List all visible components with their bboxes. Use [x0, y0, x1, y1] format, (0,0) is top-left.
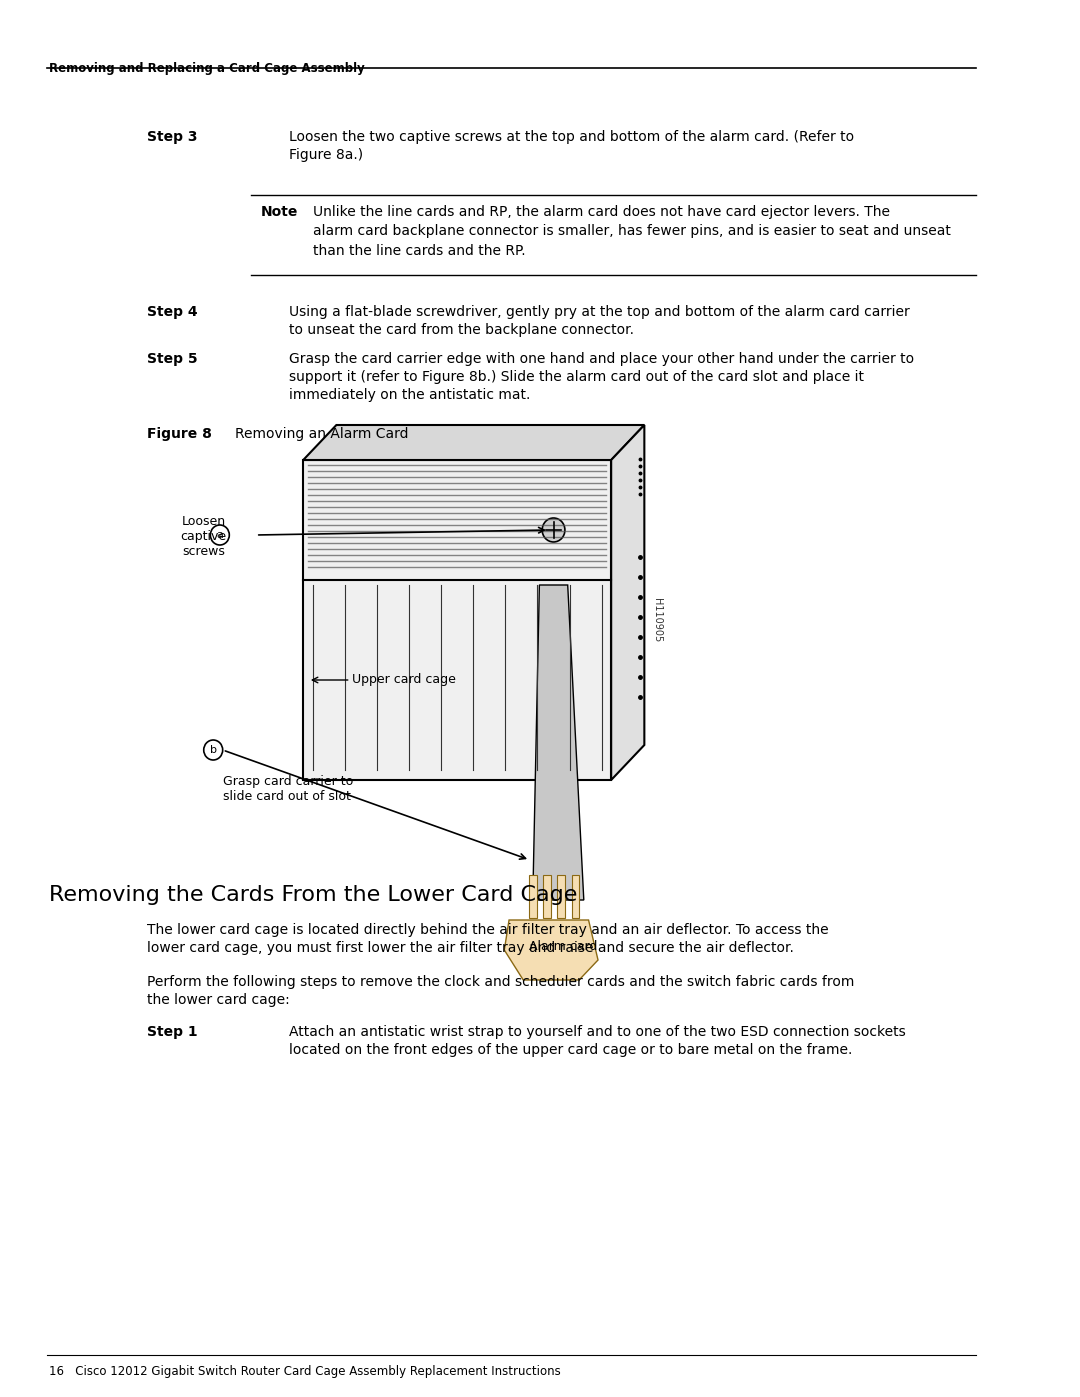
Text: b: b: [210, 745, 217, 754]
Text: Loosen the two captive screws at the top and bottom of the alarm card. (Refer to: Loosen the two captive screws at the top…: [289, 130, 854, 144]
Text: located on the front edges of the upper card cage or to bare metal on the frame.: located on the front edges of the upper …: [289, 1044, 852, 1058]
Text: Grasp card carrier to
slide card out of slot: Grasp card carrier to slide card out of …: [222, 775, 353, 803]
Text: The lower card cage is located directly behind the air filter tray and an air de: The lower card cage is located directly …: [147, 923, 828, 937]
Polygon shape: [529, 875, 537, 918]
Text: Step 4: Step 4: [147, 305, 198, 319]
Text: Removing an Alarm Card: Removing an Alarm Card: [235, 427, 408, 441]
Text: Grasp the card carrier edge with one hand and place your other hand under the ca: Grasp the card carrier edge with one han…: [289, 352, 914, 366]
Text: Figure 8a.): Figure 8a.): [289, 148, 363, 162]
Text: the lower card cage:: the lower card cage:: [147, 993, 289, 1007]
Text: Step 1: Step 1: [147, 1025, 198, 1039]
Text: Step 3: Step 3: [147, 130, 198, 144]
Text: Figure 8: Figure 8: [147, 427, 212, 441]
Text: a: a: [216, 529, 224, 541]
Text: lower card cage, you must first lower the air filter tray and raise and secure t: lower card cage, you must first lower th…: [147, 942, 794, 956]
Polygon shape: [303, 460, 611, 780]
Polygon shape: [557, 875, 565, 918]
Text: 16   Cisco 12012 Gigabit Switch Router Card Cage Assembly Replacement Instructio: 16 Cisco 12012 Gigabit Switch Router Car…: [50, 1365, 561, 1377]
Text: support it (refer to Figure 8b.) Slide the alarm card out of the card slot and p: support it (refer to Figure 8b.) Slide t…: [289, 370, 864, 384]
Polygon shape: [532, 585, 584, 900]
Circle shape: [211, 525, 229, 545]
Polygon shape: [571, 875, 579, 918]
Text: Unlike the line cards and RP, the alarm card does not have card ejector levers. : Unlike the line cards and RP, the alarm …: [313, 205, 950, 258]
Circle shape: [204, 740, 222, 760]
Text: Loosen
captive
screws: Loosen captive screws: [180, 515, 227, 557]
Text: Perform the following steps to remove the clock and scheduler cards and the swit: Perform the following steps to remove th…: [147, 975, 854, 989]
Text: Upper card cage: Upper card cage: [352, 673, 457, 686]
Polygon shape: [543, 875, 551, 918]
Text: Alarm card: Alarm card: [529, 940, 597, 953]
Text: H110905: H110905: [652, 598, 662, 643]
Text: Attach an antistatic wrist strap to yourself and to one of the two ESD connectio: Attach an antistatic wrist strap to your…: [289, 1025, 906, 1039]
Text: Step 5: Step 5: [147, 352, 198, 366]
Text: Note: Note: [260, 205, 298, 219]
Text: Removing the Cards From the Lower Card Cage: Removing the Cards From the Lower Card C…: [50, 886, 578, 905]
Polygon shape: [504, 921, 598, 981]
Text: Using a flat-blade screwdriver, gently pry at the top and bottom of the alarm ca: Using a flat-blade screwdriver, gently p…: [289, 305, 909, 319]
Polygon shape: [611, 425, 645, 780]
Text: Removing and Replacing a Card Cage Assembly: Removing and Replacing a Card Cage Assem…: [50, 61, 365, 75]
Text: immediately on the antistatic mat.: immediately on the antistatic mat.: [289, 388, 530, 402]
Circle shape: [542, 518, 565, 542]
Polygon shape: [303, 425, 645, 460]
Text: to unseat the card from the backplane connector.: to unseat the card from the backplane co…: [289, 323, 634, 337]
